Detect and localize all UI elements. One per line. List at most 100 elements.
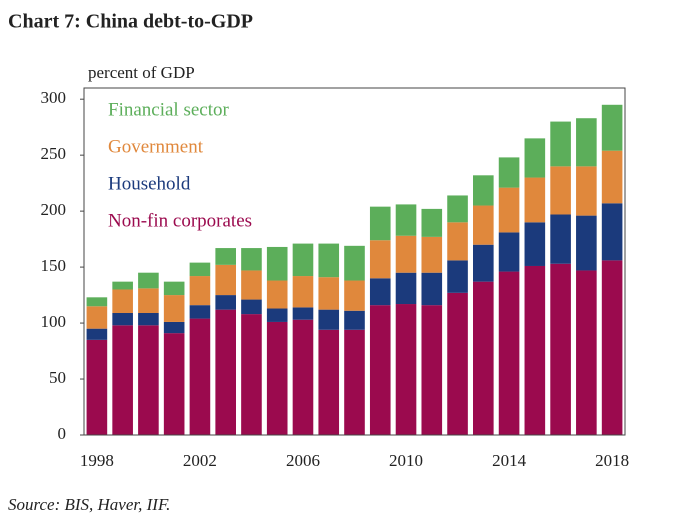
bar-segment bbox=[241, 299, 262, 315]
bar-segment bbox=[369, 278, 391, 306]
bar-segment bbox=[601, 203, 623, 261]
bar-segment bbox=[447, 292, 468, 435]
bar-segment bbox=[86, 339, 108, 435]
bar-segment bbox=[524, 265, 546, 435]
source: Source: BIS, Haver, IIF. bbox=[8, 495, 170, 514]
bar-segment bbox=[241, 314, 262, 435]
bar-segment bbox=[163, 281, 185, 296]
bar-segment bbox=[318, 243, 340, 278]
bar-segment bbox=[344, 245, 365, 281]
bar-segment bbox=[421, 305, 443, 435]
y-tick-label: 200 bbox=[41, 200, 67, 219]
bar-segment bbox=[576, 215, 597, 271]
legend-label: Household bbox=[108, 173, 191, 194]
y-tick-label: 250 bbox=[41, 144, 67, 163]
bar-segment bbox=[473, 175, 494, 206]
bar-segment bbox=[163, 295, 185, 322]
bar-segment bbox=[215, 248, 236, 265]
bar-segment bbox=[318, 277, 340, 310]
x-tick-label: 2006 bbox=[286, 451, 320, 470]
bar-segment bbox=[498, 232, 520, 272]
bar-segment bbox=[138, 312, 159, 326]
bar-segment bbox=[292, 276, 314, 308]
bar-segment bbox=[344, 329, 365, 435]
bar-segment bbox=[473, 281, 494, 435]
bar-segment bbox=[498, 187, 520, 233]
bar-segment bbox=[241, 248, 262, 271]
bar-segment bbox=[266, 308, 288, 322]
bar-segment bbox=[498, 157, 520, 188]
bar-segment bbox=[524, 177, 546, 223]
legend-label: Government bbox=[108, 136, 204, 157]
bar-segment bbox=[447, 222, 468, 261]
bar-segment bbox=[369, 240, 391, 279]
bar-segment bbox=[601, 104, 623, 151]
bar-segment bbox=[421, 272, 443, 306]
bar-segment bbox=[524, 138, 546, 178]
bar-segment bbox=[112, 312, 133, 326]
plot-frame bbox=[83, 87, 626, 436]
bar-segment bbox=[292, 319, 314, 435]
bar-segment bbox=[473, 205, 494, 245]
bar-segment bbox=[473, 244, 494, 282]
bar-segment bbox=[138, 325, 159, 435]
x-tick-label: 2010 bbox=[389, 451, 423, 470]
bar-segment bbox=[163, 333, 185, 435]
bar-segment bbox=[138, 288, 159, 313]
bar-segment bbox=[601, 260, 623, 435]
bar-segment bbox=[576, 166, 597, 216]
bar-segment bbox=[163, 321, 185, 334]
y-axis-label: percent of GDP bbox=[88, 63, 195, 82]
bar-segment bbox=[318, 329, 340, 435]
bar-segment bbox=[395, 204, 417, 236]
y-tick-label: 50 bbox=[49, 368, 66, 387]
y-tick-label: 300 bbox=[41, 88, 67, 107]
bar-segment bbox=[241, 270, 262, 300]
bar-segment bbox=[550, 121, 571, 167]
bar-segment bbox=[215, 309, 236, 435]
bar-segment bbox=[215, 295, 236, 310]
bar-segment bbox=[215, 264, 236, 296]
bar-segment bbox=[447, 195, 468, 223]
bar-segment bbox=[550, 263, 571, 435]
bar-segment bbox=[266, 321, 288, 435]
legend-label: Non-fin corporates bbox=[108, 210, 252, 231]
x-tick-label: 2002 bbox=[183, 451, 217, 470]
x-tick-label: 2014 bbox=[492, 451, 527, 470]
bar-segment bbox=[369, 206, 391, 241]
bar-segment bbox=[266, 246, 288, 281]
bar-segment bbox=[86, 297, 108, 307]
bar-segment bbox=[189, 262, 211, 277]
bar-segment bbox=[421, 208, 443, 237]
bar-segment bbox=[395, 235, 417, 273]
bar-segment bbox=[189, 318, 211, 435]
bar-segment bbox=[86, 306, 108, 329]
bar-segment bbox=[344, 310, 365, 330]
bar-segment bbox=[292, 243, 314, 277]
chart-title: Chart 7: China debt-to-GDP bbox=[8, 11, 253, 33]
bar-segment bbox=[524, 222, 546, 266]
x-tick-label: 1998 bbox=[80, 451, 114, 470]
bar-segment bbox=[112, 325, 133, 435]
bar-segment bbox=[189, 305, 211, 319]
bar-segment bbox=[576, 270, 597, 435]
bar-segment bbox=[395, 304, 417, 435]
y-tick-label: 100 bbox=[41, 312, 67, 331]
bar-segment bbox=[550, 214, 571, 264]
y-tick-label: 150 bbox=[41, 256, 67, 275]
legend-label: Financial sector bbox=[108, 99, 229, 120]
bar-segment bbox=[344, 280, 365, 311]
y-tick-label: 0 bbox=[58, 424, 67, 443]
bar-segment bbox=[318, 309, 340, 330]
bar-segment bbox=[421, 236, 443, 273]
bar-segment bbox=[447, 260, 468, 293]
x-tick-label: 2018 bbox=[595, 451, 629, 470]
bar-segment bbox=[369, 305, 391, 435]
bar-segment bbox=[189, 276, 211, 306]
bar-segment bbox=[601, 150, 623, 204]
bar-segment bbox=[498, 271, 520, 435]
bar-segment bbox=[292, 307, 314, 320]
bar-segment bbox=[266, 280, 288, 309]
bar-segment bbox=[112, 289, 133, 313]
